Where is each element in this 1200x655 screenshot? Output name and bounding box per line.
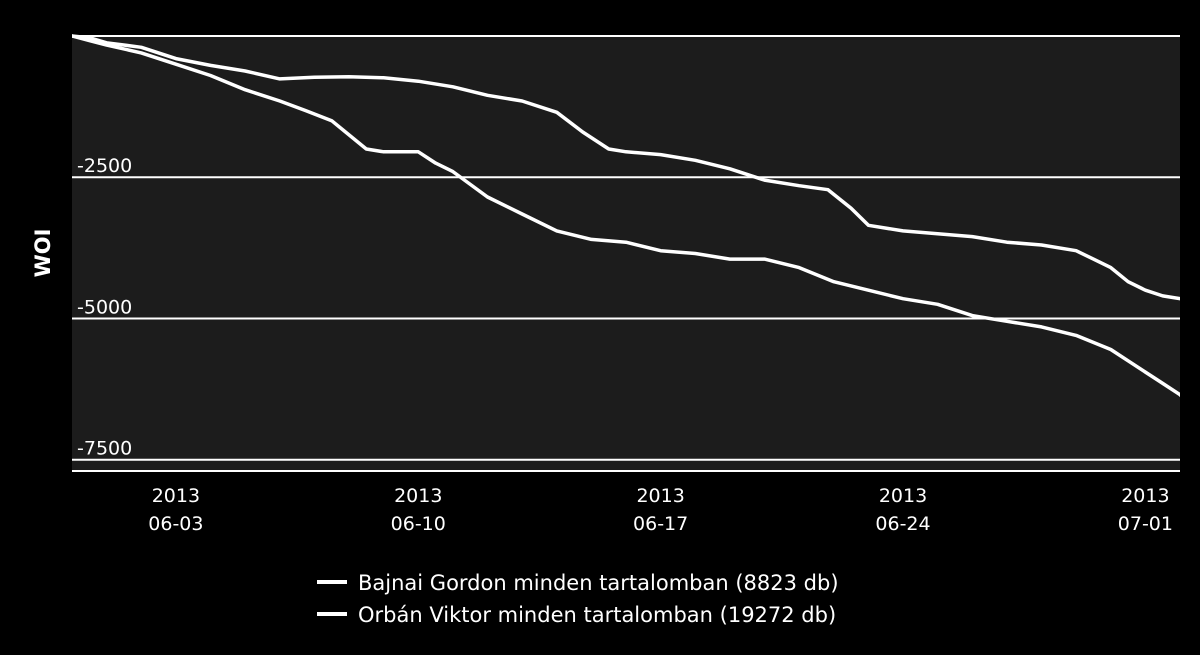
x-tick-date: 06-03 <box>148 513 203 535</box>
x-tick-date: 07-01 <box>1118 513 1173 535</box>
y-tick-label: -2500 <box>77 155 132 177</box>
series-lines <box>72 34 1180 398</box>
legend-label: Orbán Viktor minden tartalomban (19272 d… <box>358 603 836 627</box>
plot-background <box>72 36 1180 471</box>
y-tick-label: -7500 <box>77 438 132 460</box>
grid-lines <box>72 35 1180 472</box>
y-tick-labels: -2500 -5000 -7500 <box>77 155 132 459</box>
x-tick-year: 2013 <box>1121 485 1169 507</box>
x-tick-year: 2013 <box>394 485 442 507</box>
x-tick-year: 2013 <box>636 485 684 507</box>
legend: Bajnai Gordon minden tartalomban (8823 d… <box>317 571 839 627</box>
y-tick-label: -5000 <box>77 296 132 318</box>
series-line-1 <box>72 34 1180 301</box>
x-tick-date: 06-17 <box>633 513 688 535</box>
series-line-2 <box>72 34 1180 398</box>
x-tick-year: 2013 <box>152 485 200 507</box>
x-tick-labels: 2013 06-03 2013 06-10 2013 06-17 2013 06-24 2013… <box>148 485 1173 535</box>
legend-label: Bajnai Gordon minden tartalomban (8823 d… <box>358 571 839 595</box>
x-tick-year: 2013 <box>879 485 927 507</box>
y-axis-label: WOI <box>31 229 55 278</box>
x-tick-date: 06-24 <box>875 513 930 535</box>
x-tick-date: 06-10 <box>391 513 446 535</box>
